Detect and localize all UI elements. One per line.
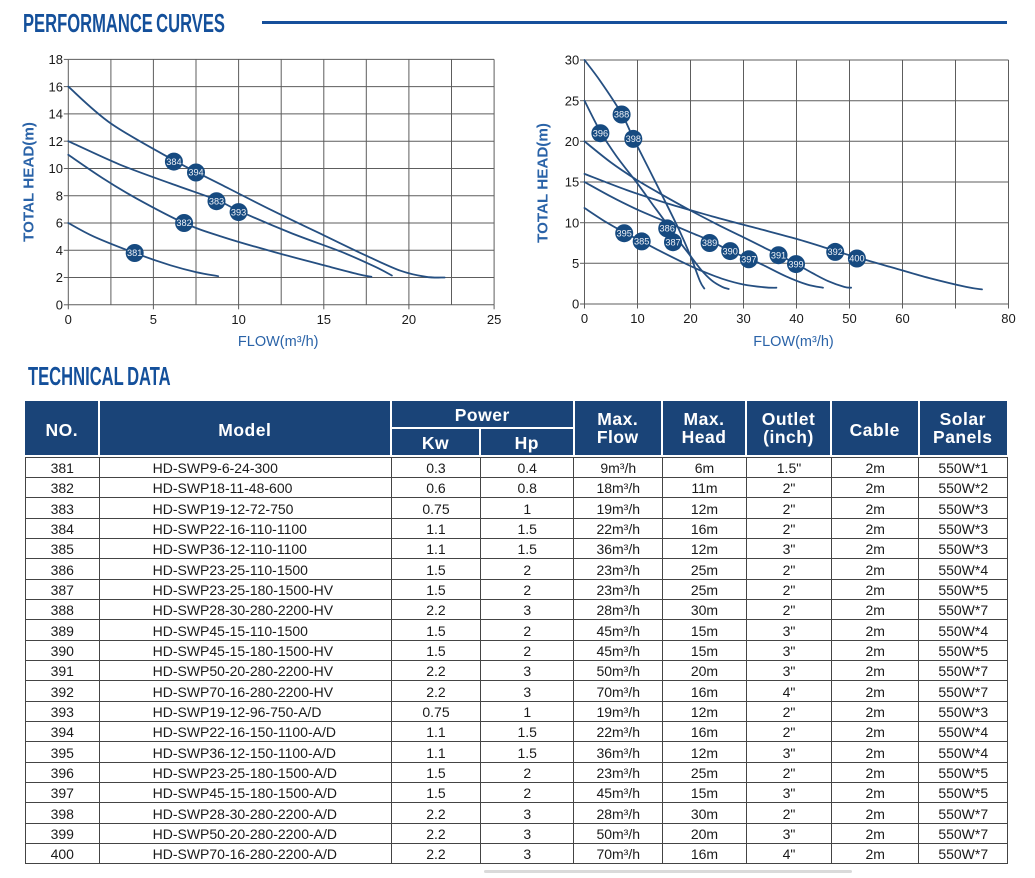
svg-text:15: 15: [565, 175, 579, 190]
svg-text:10: 10: [565, 215, 579, 230]
svg-text:40: 40: [789, 311, 803, 326]
svg-text:10: 10: [630, 311, 644, 326]
svg-text:TOTAL HEAD(m): TOTAL HEAD(m): [535, 123, 552, 243]
svg-text:20: 20: [402, 312, 416, 327]
svg-text:387: 387: [665, 237, 680, 247]
svg-text:25: 25: [487, 312, 501, 327]
svg-text:392: 392: [828, 247, 843, 257]
svg-text:397: 397: [741, 255, 756, 265]
svg-text:30: 30: [565, 53, 579, 68]
svg-text:388: 388: [614, 110, 629, 120]
svg-text:25: 25: [565, 93, 579, 108]
svg-text:50: 50: [842, 311, 856, 326]
svg-text:0: 0: [572, 297, 579, 312]
svg-text:14: 14: [49, 107, 63, 122]
svg-text:FLOW(m³/h): FLOW(m³/h): [238, 334, 319, 350]
svg-text:381: 381: [127, 248, 142, 258]
svg-text:399: 399: [788, 259, 803, 269]
svg-text:0: 0: [65, 312, 72, 327]
svg-text:2: 2: [56, 270, 63, 285]
svg-text:390: 390: [723, 246, 738, 256]
svg-text:60: 60: [895, 311, 909, 326]
svg-text:385: 385: [634, 237, 649, 247]
svg-text:5: 5: [150, 312, 157, 327]
svg-text:18: 18: [49, 52, 63, 67]
svg-text:393: 393: [231, 207, 246, 217]
svg-text:386: 386: [660, 224, 675, 234]
svg-text:20: 20: [565, 134, 579, 149]
svg-text:20: 20: [683, 311, 697, 326]
svg-text:395: 395: [617, 228, 632, 238]
svg-text:383: 383: [209, 196, 224, 206]
svg-text:15: 15: [317, 312, 331, 327]
svg-text:4: 4: [56, 243, 63, 258]
svg-text:384: 384: [166, 157, 181, 167]
svg-text:10: 10: [49, 161, 63, 176]
svg-text:394: 394: [188, 168, 203, 178]
svg-text:FLOW(m³/h): FLOW(m³/h): [753, 334, 834, 350]
svg-text:398: 398: [626, 134, 641, 144]
svg-text:16: 16: [49, 79, 63, 94]
svg-text:12: 12: [49, 134, 63, 149]
svg-text:TOTAL HEAD(m): TOTAL HEAD(m): [21, 122, 38, 242]
svg-text:0: 0: [581, 311, 588, 326]
svg-text:6: 6: [56, 216, 63, 231]
svg-text:396: 396: [593, 128, 608, 138]
svg-text:8: 8: [56, 188, 63, 203]
svg-text:391: 391: [771, 250, 786, 260]
svg-text:5: 5: [572, 256, 579, 271]
svg-text:10: 10: [231, 312, 245, 327]
svg-text:80: 80: [1001, 311, 1015, 326]
svg-text:382: 382: [176, 218, 191, 228]
svg-text:0: 0: [56, 298, 63, 313]
svg-text:389: 389: [702, 238, 717, 248]
svg-text:400: 400: [849, 254, 864, 264]
svg-text:30: 30: [736, 311, 750, 326]
